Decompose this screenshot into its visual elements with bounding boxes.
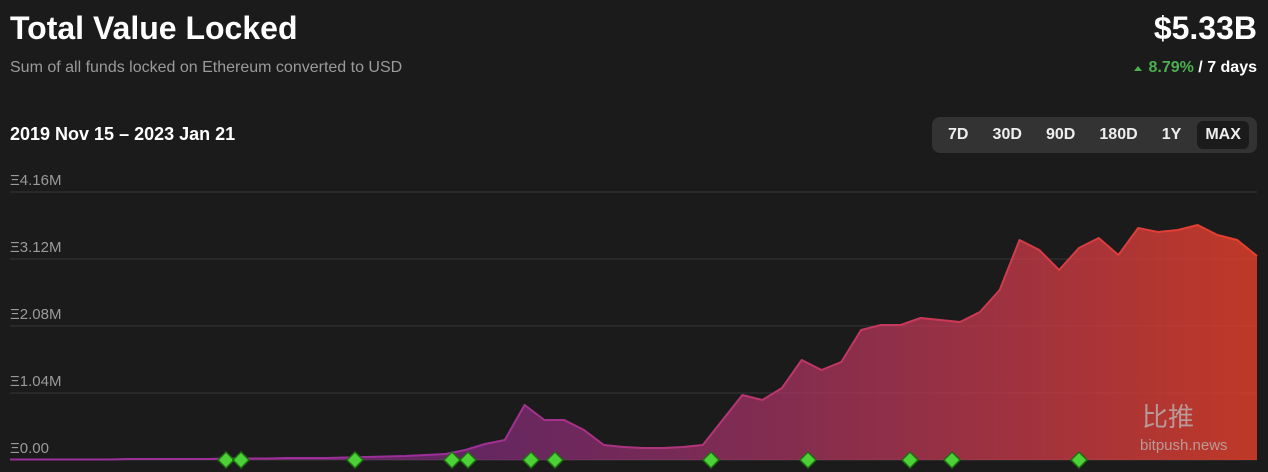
headline-value: $5.33B: [1153, 10, 1257, 46]
range-button[interactable]: 30D: [992, 126, 1022, 143]
up-arrow: [1134, 65, 1143, 71]
y-tick-label: Ξ4.16M: [10, 172, 61, 189]
area: [10, 225, 1257, 460]
change-period: / 7 days: [1198, 59, 1257, 76]
change-percent: 8.79%: [1148, 59, 1194, 76]
watermark-site: bitpush.news: [1140, 437, 1228, 454]
y-tick-label: Ξ0.00: [10, 440, 49, 457]
y-tick-label: Ξ3.12M: [10, 239, 61, 256]
subtitle: Sum of all funds locked on Ethereum conv…: [10, 59, 403, 76]
y-tick-label: Ξ2.08M: [10, 306, 61, 323]
range-button[interactable]: MAX: [1197, 121, 1249, 149]
range-selector: 7D 30D 90D 180D 1Y MAX: [932, 117, 1257, 153]
change: 8.79% / 7 days: [1132, 59, 1257, 77]
watermark-logo: 比推: [1142, 402, 1194, 432]
date-range: 2019 Nov 15 – 2023 Jan 21: [10, 124, 236, 144]
y-tick-label: Ξ1.04M: [10, 373, 61, 390]
event-markers: [216, 450, 1089, 470]
line: [10, 224, 1258, 461]
title: Total Value Locked: [10, 10, 298, 46]
range-button[interactable]: 90D: [1045, 126, 1076, 143]
range-button[interactable]: 7D: [948, 126, 969, 143]
range-button[interactable]: 1Y: [1161, 126, 1182, 143]
range-button[interactable]: 180D: [1099, 126, 1138, 143]
